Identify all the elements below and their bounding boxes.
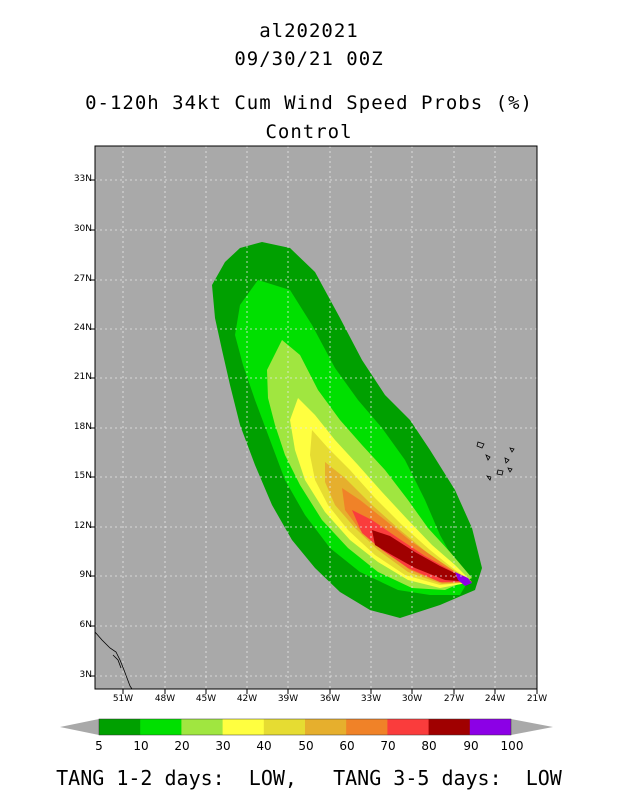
prob-area-30 xyxy=(290,398,472,588)
coastlines xyxy=(94,441,515,690)
axis-ticks xyxy=(90,179,538,694)
lat-label-9n: 9N xyxy=(79,570,92,580)
lon-label-27w: 27W xyxy=(443,694,465,704)
prob-area-20 xyxy=(267,340,472,590)
run-title: Control xyxy=(265,121,353,143)
lon-label-45w: 45W xyxy=(195,694,217,704)
prob-area-80 xyxy=(372,530,472,582)
colorbar-swatch-80 xyxy=(428,719,471,735)
tang-footer: TANG 1-2 days: LOW, TANG 3-5 days: LOW xyxy=(56,766,562,790)
prob-area-70 xyxy=(352,510,472,582)
lon-label-33w: 33W xyxy=(360,694,382,704)
colorbar-swatch-10 xyxy=(140,719,182,735)
colorbar-swatch-50 xyxy=(305,719,347,735)
map-frame xyxy=(94,145,538,690)
lat-label-21n: 21N xyxy=(73,372,92,382)
colorbar-label-10: 10 xyxy=(133,739,149,753)
lon-label-48w: 48W xyxy=(154,694,176,704)
probability-contours xyxy=(212,242,482,618)
colorbar-swatch-5 xyxy=(99,719,141,735)
prob-area-60 xyxy=(342,488,472,583)
lon-label-36w: 36W xyxy=(319,694,341,704)
lat-label-24n: 24N xyxy=(73,323,92,333)
lon-label-51w: 51W xyxy=(112,694,134,704)
lon-label-42w: 42W xyxy=(236,694,258,704)
lat-label-3n: 3N xyxy=(79,670,92,680)
lon-label-24w: 24W xyxy=(484,694,506,704)
colorbar-label-40: 40 xyxy=(256,739,272,753)
colorbar-label-60: 60 xyxy=(339,739,355,753)
lat-label-6n: 6N xyxy=(79,620,92,630)
colorbar-frame xyxy=(98,718,512,736)
lat-label-12n: 12N xyxy=(73,521,92,531)
storm-id-title: al202021 xyxy=(259,20,359,42)
lat-label-33n: 33N xyxy=(73,174,92,184)
colorbar-swatch-40 xyxy=(263,719,306,735)
product-title: 0-120h 34kt Cum Wind Speed Probs (%) xyxy=(85,92,533,114)
lat-label-30n: 30N xyxy=(73,224,92,234)
colorbar-swatch-30 xyxy=(222,719,265,735)
colorbar-left-arrow xyxy=(60,719,99,735)
datetime-title: 09/30/21 00Z xyxy=(234,48,384,70)
colorbar-swatch-70 xyxy=(387,719,430,735)
colorbar-label-20: 20 xyxy=(174,739,190,753)
colorbar xyxy=(60,718,553,736)
prob-area-90 xyxy=(455,572,472,586)
colorbar-swatch-90 xyxy=(469,719,512,735)
colorbar-label-50: 50 xyxy=(298,739,314,753)
lat-label-18n: 18N xyxy=(73,422,92,432)
colorbar-label-100: 100 xyxy=(500,739,524,753)
gridlines xyxy=(95,146,537,689)
lat-label-15n: 15N xyxy=(73,471,92,481)
lon-label-21w: 21W xyxy=(526,694,548,704)
colorbar-label-80: 80 xyxy=(421,739,437,753)
colorbar-swatch-20 xyxy=(181,719,224,735)
colorbar-swatch-60 xyxy=(346,719,388,735)
lon-label-30w: 30W xyxy=(401,694,423,704)
colorbar-label-30: 30 xyxy=(215,739,231,753)
lat-label-27n: 27N xyxy=(73,274,92,284)
colorbar-label-90: 90 xyxy=(463,739,479,753)
colorbar-right-arrow xyxy=(511,719,553,735)
colorbar-label-70: 70 xyxy=(380,739,396,753)
lon-label-39w: 39W xyxy=(277,694,299,704)
colorbar-label-5: 5 xyxy=(95,739,103,753)
